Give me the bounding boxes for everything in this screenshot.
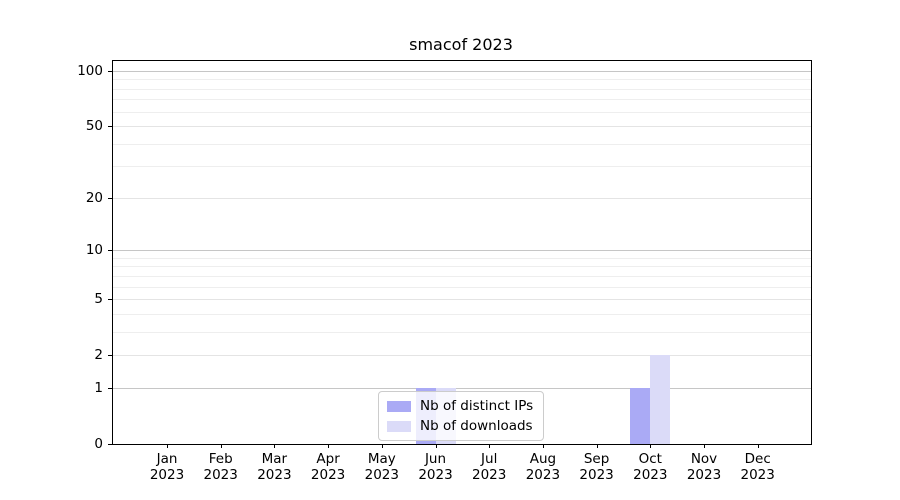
x-axis-tick: [220, 444, 222, 448]
x-axis-tick-label: Aug 2023: [513, 451, 573, 483]
legend-label-downloads: Nb of downloads: [420, 418, 533, 434]
legend-entry-distinct-ips: Nb of distinct IPs: [387, 398, 533, 414]
year-label: 2023: [149, 467, 185, 483]
y-axis-tick-label: 1: [94, 379, 103, 396]
x-axis-tick: [435, 444, 437, 448]
year-label: 2023: [686, 467, 722, 483]
x-axis-tick: [489, 444, 491, 448]
minor-gridline: [113, 111, 811, 113]
x-axis-tick: [381, 444, 383, 448]
year-label: 2023: [472, 467, 507, 483]
plot-area: Nb of distinct IPs Nb of downloads 0 1 2 5 1…: [77, 60, 812, 483]
minor-gridline: [113, 266, 811, 268]
y-axis-tick: [108, 250, 112, 252]
legend: Nb of distinct IPs Nb of downloads: [378, 391, 545, 441]
minor-gridline: [113, 79, 811, 81]
minor-gridline: [113, 331, 811, 333]
month-label: Jun: [424, 451, 447, 467]
x-axis-tick-label: Oct 2023: [620, 451, 680, 483]
legend-swatch-distinct-ips: [387, 400, 411, 412]
x-axis-tick: [757, 444, 759, 448]
y-axis-tick: [108, 387, 112, 389]
bar-downloads-oct: [650, 355, 671, 444]
x-axis-tick-label: Nov 2023: [674, 451, 734, 483]
y-axis-tick-label: 10: [85, 242, 103, 259]
sub-gridline: [113, 126, 811, 128]
year-label: 2023: [203, 467, 238, 483]
minor-gridline: [113, 257, 811, 259]
month-label: May: [367, 451, 396, 467]
y-axis-tick: [108, 197, 112, 199]
legend-entry-downloads: Nb of downloads: [387, 418, 533, 434]
year-label: 2023: [740, 467, 775, 483]
sub-gridline: [113, 299, 811, 301]
x-axis-tick-label: Jul 2023: [459, 451, 519, 483]
x-axis-tick-label: Mar 2023: [244, 451, 304, 483]
year-label: 2023: [364, 467, 399, 483]
x-axis-tick: [167, 444, 168, 448]
year-label: 2023: [633, 467, 668, 483]
x-axis-tick-label: Feb 2023: [191, 451, 251, 483]
minor-gridline: [113, 99, 811, 101]
x-axis-tick: [650, 444, 652, 448]
y-axis-tick: [108, 71, 112, 72]
minor-gridline: [113, 275, 811, 277]
y-axis-tick-label: 50: [85, 118, 103, 135]
y-axis-tick: [108, 444, 112, 445]
month-label: Mar: [261, 451, 288, 467]
year-label: 2023: [257, 467, 292, 483]
y-axis-tick-label: 2: [94, 347, 103, 364]
y-axis-tick-label: 0: [94, 436, 103, 452]
minor-gridline: [113, 143, 811, 145]
x-axis-tick-label: Jun 2023: [406, 451, 466, 483]
major-gridline: [113, 250, 811, 252]
year-label: 2023: [418, 467, 453, 483]
x-axis-tick-label: May 2023: [352, 451, 412, 483]
x-axis-tick-label: Apr 2023: [298, 451, 358, 483]
year-label: 2023: [310, 467, 346, 483]
major-gridline: [113, 387, 811, 389]
y-axis-tick-label: 20: [85, 189, 103, 206]
year-label: 2023: [525, 467, 561, 483]
month-label: Aug: [529, 451, 557, 467]
legend-swatch-downloads: [387, 420, 411, 432]
x-axis-tick: [596, 444, 598, 448]
minor-gridline: [113, 88, 811, 90]
bar-distinct-ips-oct: [630, 387, 651, 444]
x-axis-tick-label: Dec 2023: [728, 451, 788, 483]
month-label: Jan: [156, 451, 178, 467]
major-gridline: [113, 71, 811, 72]
year-label: 2023: [579, 467, 614, 483]
month-label: Feb: [208, 451, 233, 467]
month-label: Sep: [583, 451, 610, 467]
y-axis-tick: [108, 126, 112, 128]
month-label: Apr: [316, 451, 340, 467]
x-axis-tick: [542, 444, 544, 448]
x-axis-tick-label: Sep 2023: [567, 451, 627, 483]
x-axis-tick: [704, 444, 705, 448]
month-label: Dec: [744, 451, 771, 467]
month-label: Nov: [690, 451, 718, 467]
sub-gridline: [113, 355, 811, 357]
month-label: Jul: [481, 451, 498, 467]
y-axis-tick-label: 100: [77, 63, 103, 79]
sub-gridline: [113, 197, 811, 199]
y-axis-tick: [108, 299, 112, 301]
month-label: Oct: [638, 451, 662, 467]
chart-title: smacof 2023: [409, 35, 513, 54]
x-axis-tick: [274, 444, 276, 448]
legend-label-distinct-ips: Nb of distinct IPs: [420, 398, 534, 414]
y-axis-tick: [108, 355, 112, 357]
x-axis-tick: [328, 444, 330, 448]
minor-gridline: [113, 166, 811, 168]
y-axis-tick-label: 5: [94, 291, 103, 308]
x-axis-tick-label: Jan 2023: [137, 451, 197, 483]
minor-gridline: [113, 286, 811, 288]
minor-gridline: [113, 313, 811, 315]
